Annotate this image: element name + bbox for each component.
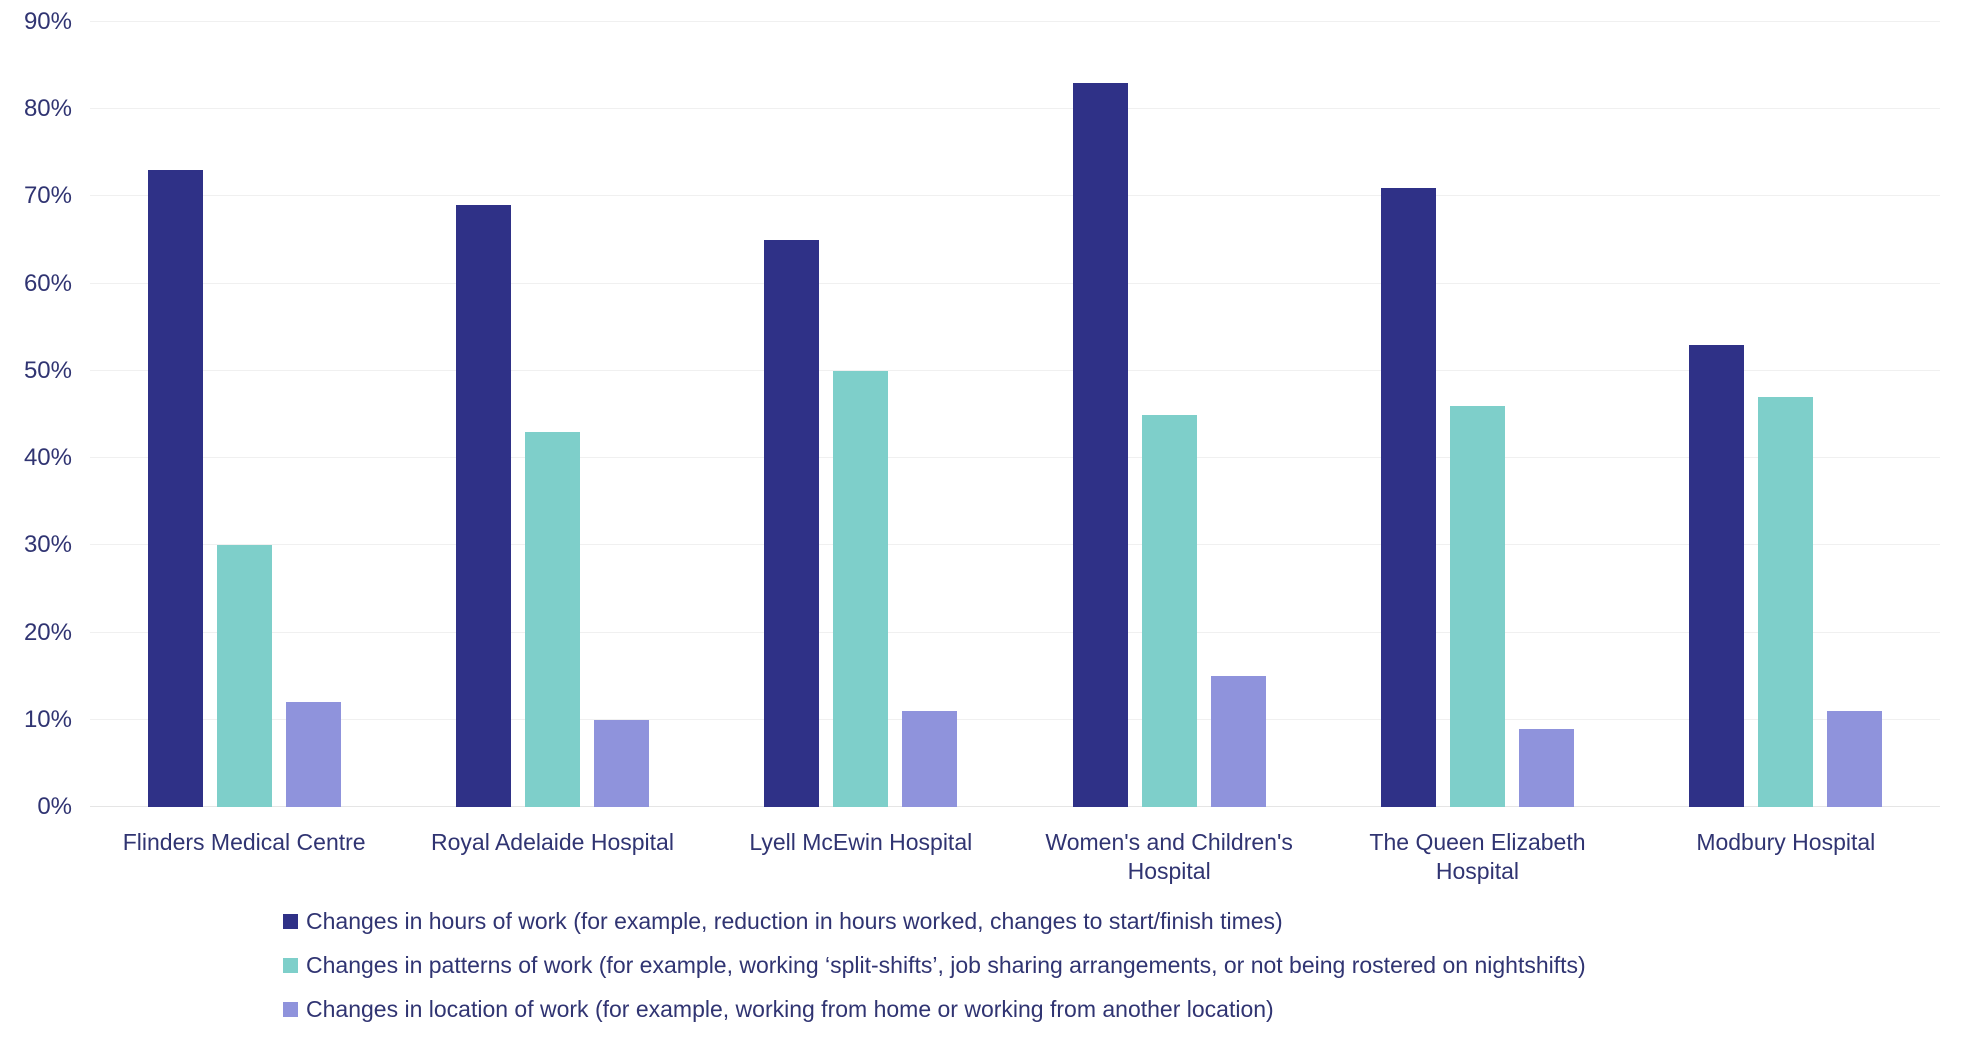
x-category-label: Women's and Children's Hospital bbox=[1015, 828, 1323, 886]
gridline-70% bbox=[90, 195, 1940, 197]
legend-swatch-icon bbox=[283, 914, 298, 929]
x-category-label-text: Modbury Hospital bbox=[1696, 829, 1876, 855]
x-category-label: Lyell McEwin Hospital bbox=[707, 828, 1015, 886]
y-tick-label: 30% bbox=[23, 531, 72, 559]
bar bbox=[833, 370, 889, 807]
legend: Changes in hours of work (for example, r… bbox=[283, 908, 1586, 1040]
x-category-label-text: The Queen Elizabeth Hospital bbox=[1369, 829, 1586, 884]
y-tick-label: 40% bbox=[23, 444, 72, 472]
gridline-50% bbox=[90, 369, 1940, 371]
bar bbox=[147, 170, 203, 807]
bar-group bbox=[1323, 22, 1631, 807]
bar bbox=[1827, 711, 1883, 807]
bar bbox=[1758, 397, 1814, 807]
bar bbox=[1141, 414, 1197, 807]
bar-group bbox=[707, 22, 1015, 807]
bar bbox=[1518, 728, 1574, 807]
y-tick-label: 60% bbox=[23, 269, 72, 297]
x-category-label: The Queen Elizabeth Hospital bbox=[1323, 828, 1631, 886]
legend-item: Changes in location of work (for example… bbox=[283, 996, 1586, 1023]
gridline-20% bbox=[90, 631, 1940, 633]
bar-group bbox=[1015, 22, 1323, 807]
bar bbox=[216, 545, 272, 807]
x-category-label-text: Royal Adelaide Hospital bbox=[431, 829, 674, 855]
y-tick-label: 0% bbox=[37, 793, 72, 820]
gridline-30% bbox=[90, 544, 1940, 546]
bar bbox=[1449, 405, 1505, 807]
bar bbox=[524, 431, 580, 807]
gridline-0% bbox=[90, 806, 1940, 807]
y-tick-label: 80% bbox=[23, 95, 72, 123]
x-category-label: Royal Adelaide Hospital bbox=[398, 828, 706, 886]
x-category-label: Flinders Medical Centre bbox=[90, 828, 398, 886]
x-category-label-text: Flinders Medical Centre bbox=[122, 829, 366, 855]
plot-area bbox=[90, 21, 1940, 807]
y-tick-label: 70% bbox=[23, 182, 72, 210]
legend-label: Changes in hours of work (for example, r… bbox=[306, 908, 1283, 934]
bar bbox=[455, 205, 511, 807]
bar bbox=[285, 702, 341, 807]
x-category-label-text: Lyell McEwin Hospital bbox=[749, 829, 973, 855]
gridline-10% bbox=[90, 718, 1940, 720]
gridline-90% bbox=[90, 21, 1940, 22]
legend-swatch-icon bbox=[283, 1002, 298, 1017]
y-tick-label: 10% bbox=[23, 705, 72, 733]
y-tick-label: 50% bbox=[23, 356, 72, 384]
bar bbox=[1689, 344, 1745, 807]
bar-groups bbox=[90, 22, 1940, 807]
bar bbox=[593, 719, 649, 807]
bar-group bbox=[398, 22, 706, 807]
gridline-40% bbox=[90, 457, 1940, 459]
legend-swatch-icon bbox=[283, 958, 298, 973]
bar bbox=[1210, 676, 1266, 807]
bar bbox=[1072, 83, 1128, 807]
gridline-60% bbox=[90, 282, 1940, 284]
y-tick-label: 90% bbox=[23, 8, 72, 35]
bar-group bbox=[1632, 22, 1940, 807]
bar bbox=[902, 711, 958, 807]
bar bbox=[1380, 187, 1436, 807]
legend-label: Changes in location of work (for example… bbox=[306, 996, 1274, 1022]
bar-group bbox=[90, 22, 398, 807]
x-category-label: Modbury Hospital bbox=[1632, 828, 1940, 886]
legend-item: Changes in patterns of work (for example… bbox=[283, 952, 1586, 979]
legend-item: Changes in hours of work (for example, r… bbox=[283, 908, 1586, 935]
bar bbox=[764, 240, 820, 807]
x-axis-category-labels: Flinders Medical Centre Royal Adelaide Ho… bbox=[90, 828, 1940, 886]
x-category-label-text: Women's and Children's Hospital bbox=[1045, 829, 1293, 884]
legend-label: Changes in patterns of work (for example… bbox=[306, 952, 1586, 978]
y-tick-label: 20% bbox=[23, 618, 72, 646]
gridline-80% bbox=[90, 108, 1940, 110]
